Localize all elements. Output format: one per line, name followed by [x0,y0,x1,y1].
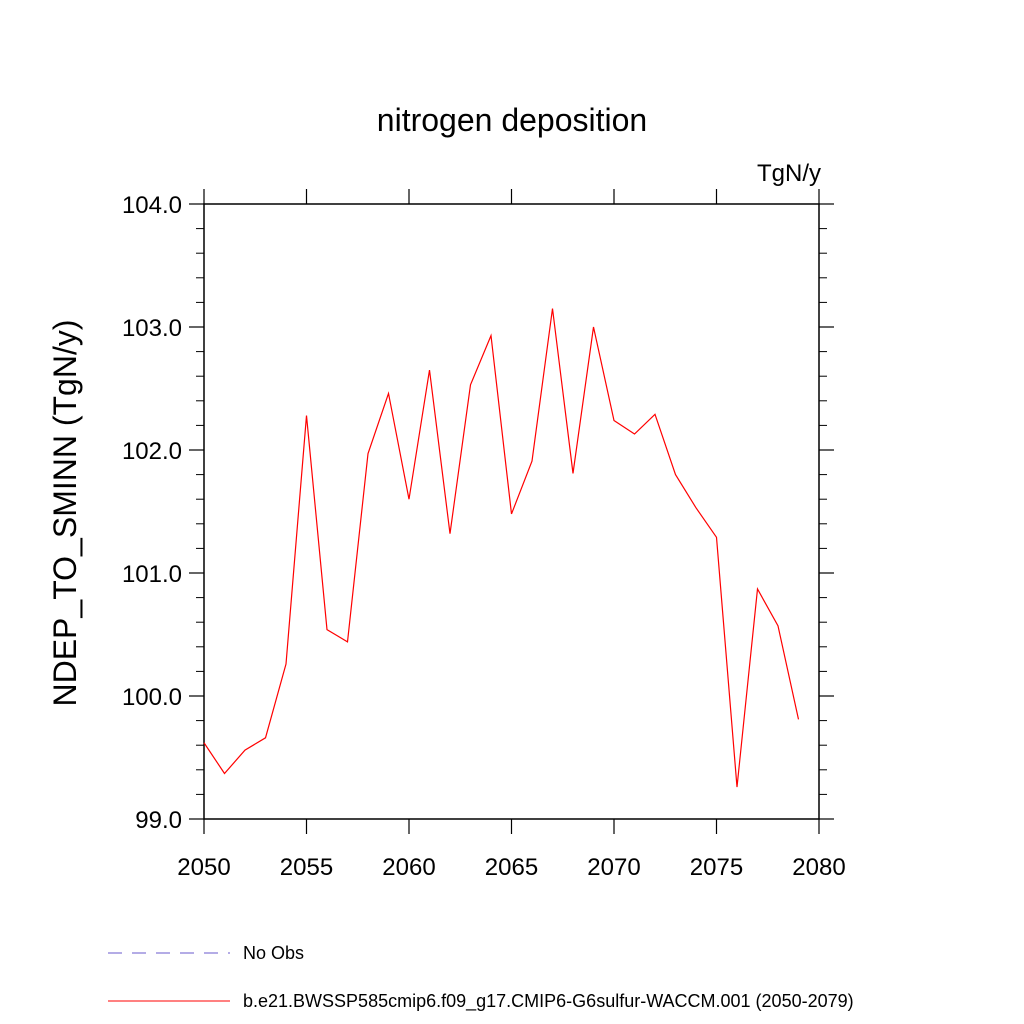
series-lines [203,308,800,788]
y-tick-label: 101.0 [122,561,182,588]
y-tick-label: 103.0 [122,315,182,342]
y-axis-label: NDEP_TO_SMINN (TgN/y) [47,319,83,706]
y-tick-label: 100.0 [122,684,182,711]
legend-label-no-obs: No Obs [243,943,304,963]
units-label: TgN/y [757,160,821,187]
y-minor-ticks [196,228,827,795]
x-tick-labels: 2050 2055 2060 2065 2070 2075 2080 [177,854,845,881]
x-tick-label: 2050 [177,854,230,881]
y-tick-label: 104.0 [122,192,182,219]
y-major-ticks [189,203,834,820]
series-line [203,308,800,788]
x-tick-label: 2060 [382,854,435,881]
x-tick-label: 2080 [792,854,845,881]
y-tick-label: 99.0 [135,807,182,834]
y-tick-labels: 99.0 100.0 101.0 102.0 103.0 104.0 [122,192,182,834]
chart-title: nitrogen deposition [377,102,647,138]
y-tick-label: 102.0 [122,438,182,465]
legend-label-model: b.e21.BWSSP585cmip6.f09_g17.CMIP6-G6sulf… [243,991,854,1012]
x-major-ticks [203,189,820,834]
legend: No Obs b.e21.BWSSP585cmip6.f09_g17.CMIP6… [108,943,854,1012]
x-tick-label: 2055 [280,854,333,881]
x-tick-label: 2065 [485,854,538,881]
x-tick-label: 2070 [587,854,640,881]
x-tick-label: 2075 [690,854,743,881]
